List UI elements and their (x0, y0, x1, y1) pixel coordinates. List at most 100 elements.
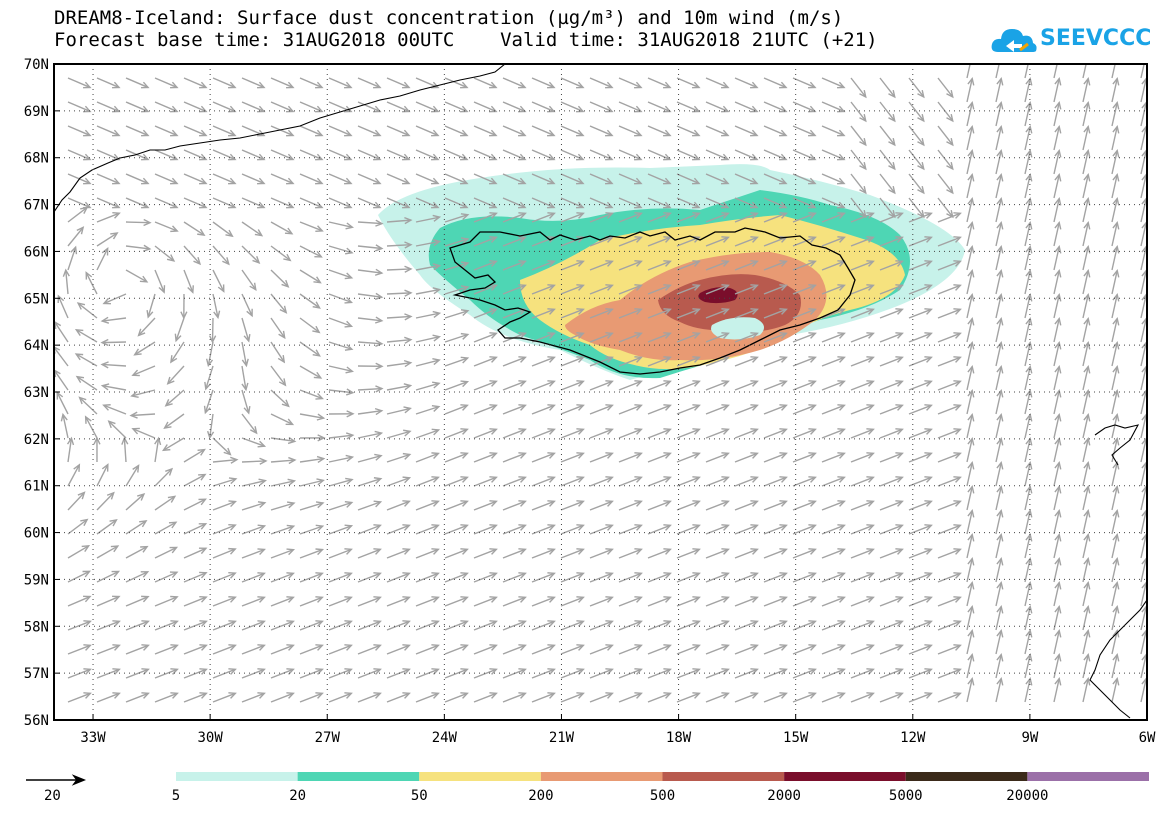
wind-vector (734, 404, 759, 415)
wind-vector (937, 668, 962, 679)
wind-vector (299, 365, 323, 379)
legend: 20 5 20 50 200 500 2000 5000 20000 (26, 772, 1149, 804)
wind-vector (763, 476, 788, 487)
wind-vector (908, 284, 933, 295)
wind-vector (995, 604, 1004, 631)
wind-vector (203, 389, 214, 415)
wind-vector (821, 236, 846, 247)
wind-vector (212, 293, 221, 320)
wind-vector (299, 455, 326, 464)
wind-vector (792, 197, 817, 209)
wind-vector (1111, 100, 1120, 127)
wind-vector (966, 388, 975, 415)
wind-vector (1140, 64, 1145, 79)
wind-vector (299, 572, 324, 583)
wind-vector (154, 571, 179, 583)
wind-vector (444, 644, 469, 655)
wind-vector (879, 125, 896, 147)
wind-vector (589, 548, 614, 559)
wind-vector (502, 173, 527, 185)
wind-vector (1053, 244, 1062, 271)
lon-label: 18W (666, 730, 692, 746)
wind-vector (1082, 340, 1091, 367)
wind-vector (850, 260, 875, 271)
wind-vector (357, 596, 382, 607)
wind-vector (850, 620, 875, 631)
wind-vector (647, 452, 672, 463)
wind-vector (1082, 652, 1091, 679)
wind-vector (473, 197, 498, 209)
wind-vector (241, 365, 249, 392)
wind-vector (937, 212, 962, 223)
wind-vector (1082, 124, 1091, 151)
wind-vector (415, 692, 440, 703)
wind-vector (1082, 604, 1091, 631)
wind-vector (357, 339, 384, 347)
wind-vector (67, 245, 78, 271)
wind-vector (1082, 76, 1091, 103)
wind-vector (531, 548, 556, 559)
wind-vector (102, 293, 127, 305)
wind-vector (995, 364, 1004, 391)
wind-vector (531, 500, 556, 511)
wind-vector (1024, 124, 1033, 151)
wind-vector (531, 77, 556, 89)
wind-vector (444, 125, 469, 137)
wind-vector (879, 173, 896, 195)
wind-vector (473, 404, 498, 415)
wind-vector (67, 226, 85, 247)
wind-vector (560, 380, 585, 391)
wind-vector (937, 428, 962, 439)
wind-vector (129, 411, 156, 419)
wind-vector (299, 101, 324, 113)
wind-vector (270, 596, 295, 607)
colorbar-label: 2000 (767, 788, 801, 804)
wind-vector (328, 410, 355, 418)
wind-vector (618, 212, 643, 223)
wind-vector (647, 620, 672, 631)
wind-vector (96, 125, 121, 137)
wind-vector (473, 572, 498, 583)
wind-vector (734, 452, 759, 463)
wind-vector (676, 77, 701, 89)
cloud-icon (991, 29, 1037, 52)
wind-vector (328, 388, 355, 396)
chart-title-line1: DREAM8-Iceland: Surface dust concentrati… (54, 7, 844, 29)
wind-vector (850, 548, 875, 559)
wind-vector (502, 476, 527, 487)
wind-vector (705, 173, 730, 185)
wind-vector (1082, 508, 1091, 535)
wind-vector (270, 620, 295, 631)
wind-vector (415, 428, 441, 439)
colorbar-label: 500 (650, 788, 675, 804)
wind-vector (763, 125, 788, 137)
wind-vector (560, 668, 585, 679)
wind-vector (995, 484, 1004, 511)
wind-vector (763, 77, 788, 89)
wind-vector (1053, 148, 1062, 175)
wind-vector (879, 380, 904, 391)
wind-vector (734, 212, 759, 223)
wind-vector (183, 571, 208, 583)
wind-vector (270, 572, 295, 583)
wind-vector (1082, 64, 1087, 79)
wind-vector (908, 644, 933, 655)
wind-vector (792, 284, 817, 295)
wind-vector (763, 596, 788, 607)
wind-vector (763, 644, 788, 655)
wind-vector (67, 570, 92, 583)
wind-vector (96, 692, 121, 703)
wind-vector (676, 620, 701, 631)
wind-vector (879, 692, 904, 703)
wind-vector (183, 101, 208, 113)
wind-vector (154, 245, 176, 262)
wind-vector (560, 125, 585, 137)
wind-vector (386, 572, 411, 583)
wind-vector (734, 596, 759, 607)
wind-vector (241, 413, 258, 435)
wind-vector (821, 428, 846, 439)
wind-vector (879, 428, 904, 439)
wind-vector (1024, 604, 1033, 631)
wind-vector (502, 452, 527, 463)
wind-vector (502, 212, 527, 223)
